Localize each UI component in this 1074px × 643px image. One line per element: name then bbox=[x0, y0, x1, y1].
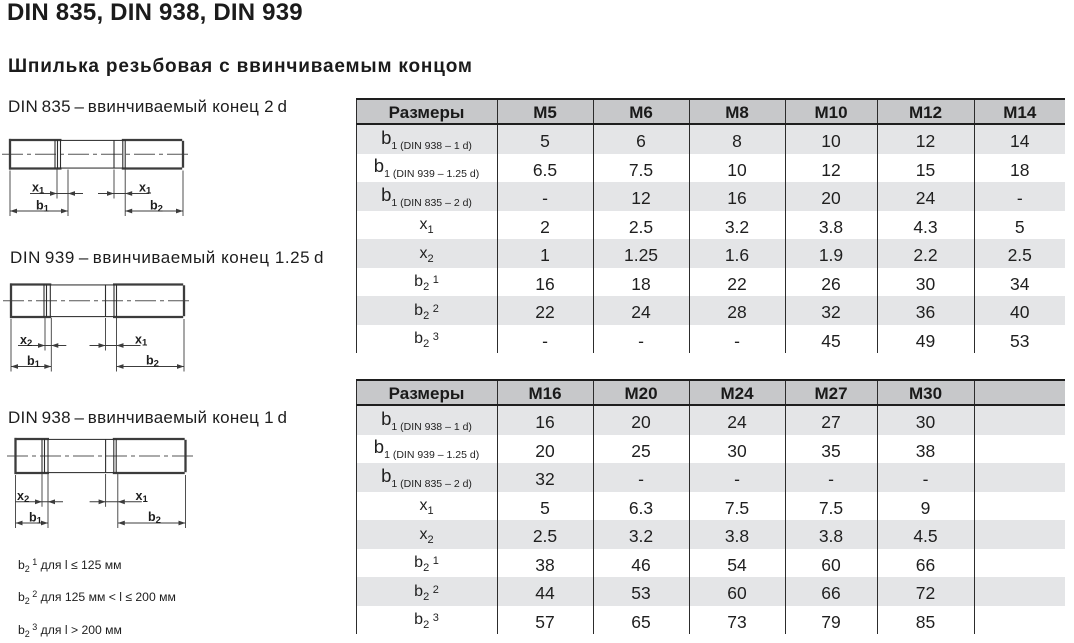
svg-text:b1: b1 bbox=[27, 354, 41, 370]
svg-text:x1: x1 bbox=[136, 489, 149, 505]
svg-text:x2: x2 bbox=[20, 333, 32, 349]
svg-text:x1: x1 bbox=[135, 333, 148, 349]
svg-text:x1: x1 bbox=[32, 181, 45, 197]
svg-text:b1: b1 bbox=[29, 511, 43, 527]
svg-text:x2: x2 bbox=[17, 489, 29, 505]
svg-text:b2: b2 bbox=[146, 354, 159, 370]
svg-text:b2: b2 bbox=[150, 199, 163, 215]
svg-text:b2: b2 bbox=[148, 510, 161, 526]
svg-text:x1: x1 bbox=[139, 181, 152, 197]
svg-text:b1: b1 bbox=[36, 199, 50, 215]
